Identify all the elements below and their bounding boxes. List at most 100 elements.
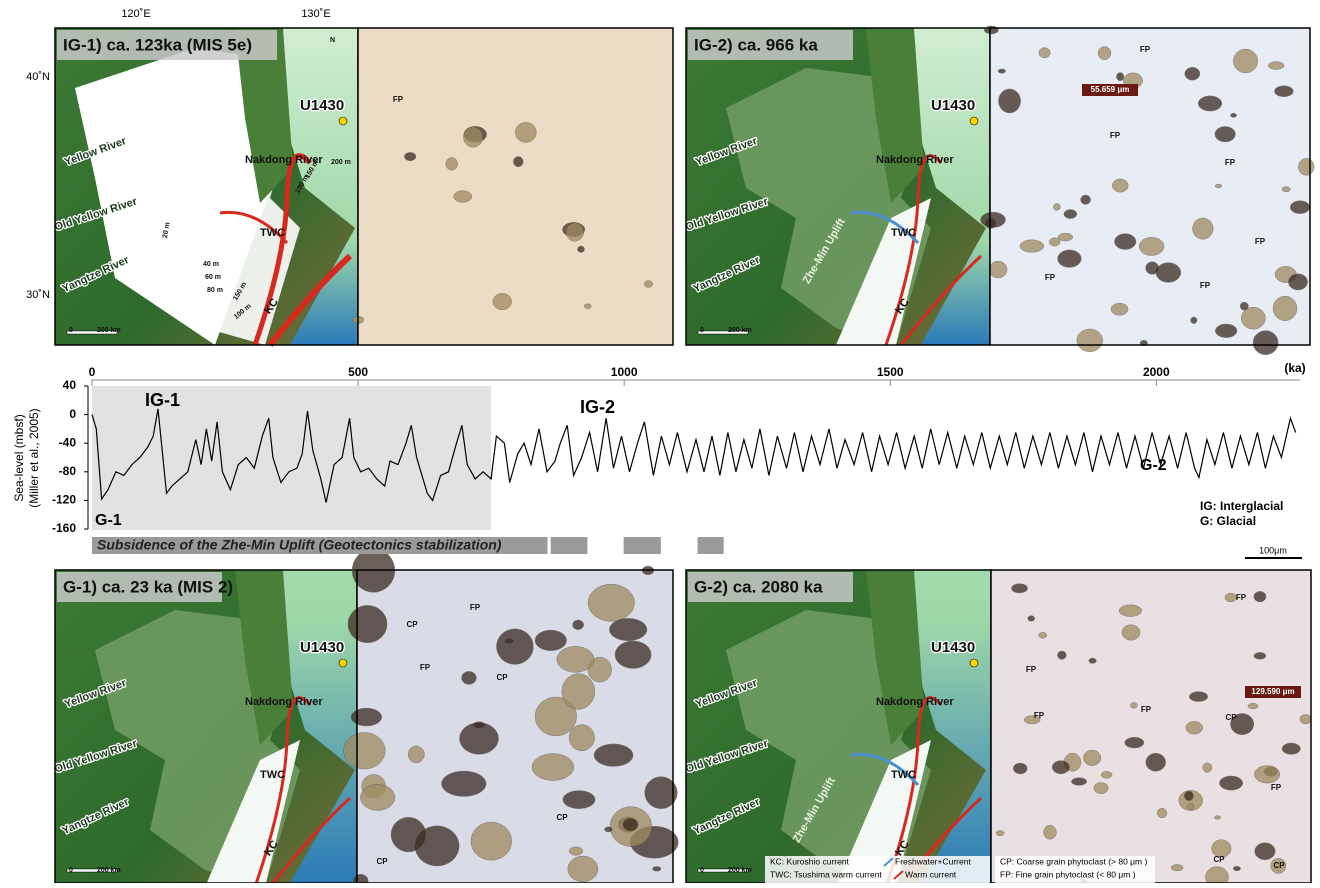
particle [1044, 825, 1057, 839]
particle [1011, 584, 1027, 593]
particle [1077, 329, 1103, 352]
particle [1116, 73, 1124, 81]
particle [984, 26, 998, 34]
particle [989, 261, 1007, 278]
particle [1122, 625, 1140, 640]
x-axis-label: (ka) [1284, 361, 1305, 375]
particle [1255, 843, 1275, 860]
particle [391, 817, 426, 852]
particle [566, 223, 584, 241]
particle [1119, 605, 1142, 617]
particle [459, 723, 498, 755]
site-label: U1430 [931, 97, 975, 114]
particle [996, 830, 1004, 835]
particle-label: CP [1213, 855, 1225, 864]
particle [1214, 816, 1220, 820]
particle [1111, 303, 1128, 315]
particle [623, 818, 638, 831]
legend-label: KC: Kuroshio current [770, 856, 850, 866]
site-marker [970, 117, 978, 125]
photo-bg [358, 28, 673, 345]
map-label: 200 km [728, 327, 752, 334]
particle [446, 158, 458, 171]
particle [563, 791, 595, 809]
particle [573, 620, 584, 630]
site-marker [970, 659, 978, 667]
particle [1081, 195, 1091, 204]
particle [588, 584, 634, 621]
particle [577, 246, 584, 252]
panel-title: G-1) ca. 23 ka (MIS 2) [63, 577, 233, 596]
particle [404, 152, 416, 160]
site-label: U1430 [300, 97, 344, 114]
particle [1215, 184, 1222, 188]
particle-label: FP [393, 95, 404, 104]
lon-label: 120˚E [121, 8, 150, 20]
particle [493, 293, 512, 309]
particle [1038, 632, 1046, 638]
particle [1098, 46, 1111, 59]
particle [408, 746, 424, 763]
particle-label: CP [406, 620, 418, 629]
map-label: Nakdong River [876, 154, 954, 166]
particle [513, 156, 523, 166]
particle-label: FP [1141, 705, 1152, 714]
map-label: 40 m [203, 261, 219, 268]
map-label: 0 [69, 867, 73, 874]
particle-label: FP [1200, 281, 1211, 290]
particle [1233, 49, 1257, 73]
particle [1215, 324, 1237, 338]
particle [1089, 658, 1096, 663]
particle [454, 191, 472, 203]
particle [1191, 317, 1197, 324]
particle-label: FP [1225, 158, 1236, 167]
y-tick-label: -120 [52, 493, 76, 507]
particle [568, 856, 598, 882]
particle [1053, 204, 1060, 211]
particle-label: FP [1045, 273, 1056, 282]
particle [1290, 201, 1310, 214]
particle-label: FP [1271, 783, 1282, 792]
particle-label: FP [1026, 665, 1037, 674]
map-label: 0 [700, 867, 704, 874]
particle [1230, 113, 1236, 117]
particle [569, 847, 583, 856]
particle [562, 674, 595, 710]
legend-label: FP: Fine grain phytoclast (< 80 μm ) [1000, 869, 1136, 879]
particle [1139, 237, 1164, 255]
particle [1189, 692, 1208, 702]
particle [463, 127, 482, 147]
scale-label: 55.659 μm [1091, 85, 1130, 94]
particle-label: FP [1236, 593, 1247, 602]
particle-label: FP [1034, 711, 1045, 720]
map-label: TWC [891, 227, 916, 239]
photo-panel: FPFPFPFPCPFPCPCP129.590 μm [991, 570, 1311, 883]
particle-label: CP [1273, 861, 1285, 870]
particle [1248, 703, 1258, 709]
annotation: G: Glacial [1200, 514, 1256, 528]
particle-label: FP [420, 663, 431, 672]
y-tick-label: -40 [59, 435, 77, 449]
particle [557, 646, 594, 672]
site-marker [339, 117, 347, 125]
map-label: N [330, 37, 335, 44]
y-tick-label: -160 [52, 521, 76, 535]
lat-label: 30˚N [26, 289, 50, 301]
particle [644, 281, 652, 288]
lat-label: 40˚N [26, 71, 50, 83]
particle [1052, 761, 1069, 774]
particle [1268, 62, 1284, 70]
particle [1254, 766, 1280, 783]
particle [1185, 67, 1200, 80]
particle [1193, 218, 1214, 239]
particle [1130, 702, 1137, 708]
subsidence-bar [624, 537, 661, 554]
annotation: G-1 [95, 512, 122, 529]
x-tick-label: 1000 [611, 365, 638, 379]
particle [1057, 651, 1066, 659]
particle [1058, 250, 1082, 267]
map-label: 0 [69, 327, 73, 334]
map-label: 0 [700, 327, 704, 334]
particle [1219, 776, 1242, 790]
